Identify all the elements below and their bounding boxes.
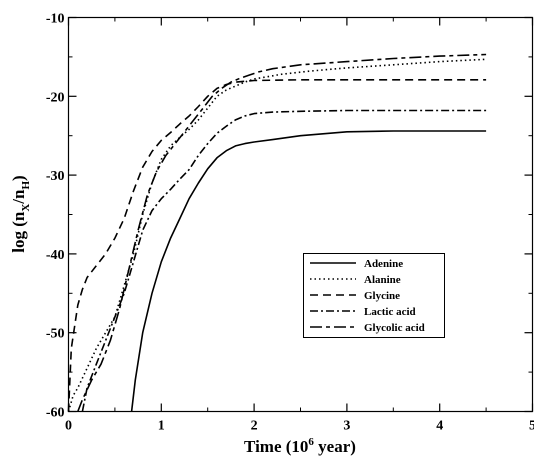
x-tick-label: 1 — [158, 419, 165, 434]
legend-label-alanine: Alanine — [364, 274, 401, 286]
legend: Adenine Alanine Glycine Lactic acid Glycolic… — [303, 253, 445, 338]
legend-label-glycine: Glycine — [364, 290, 400, 302]
y-tick-label: -60 — [46, 406, 65, 421]
series-line-glycine — [67, 79, 487, 412]
series-line-glycolic-acid — [77, 53, 487, 412]
y-axis-title-mid: /n — [9, 189, 28, 205]
y-axis-title-sub2: H — [20, 181, 32, 190]
x-tick-label: 3 — [343, 419, 350, 434]
legend-label-adenine: Adenine — [364, 258, 403, 270]
legend-items: Adenine Alanine Glycine Lactic acid Glycolic… — [310, 258, 425, 334]
tick-labels: 0 1 2 3 4 5 -10 -20 -30 -40 -50 -60 — [46, 12, 534, 434]
x-axis-title-post: year) — [314, 437, 356, 456]
axis-ticks — [67, 16, 534, 413]
series-line-adenine — [130, 130, 487, 412]
y-axis-title-pre: log (n — [9, 211, 28, 253]
legend-label-glycolic-acid: Glycolic acid — [364, 322, 425, 334]
y-tick-label: -40 — [46, 248, 65, 263]
y-axis-title-post: ) — [9, 175, 28, 181]
legend-label-lactic-acid: Lactic acid — [364, 306, 416, 318]
x-axis-title-pre: Time (10 — [244, 437, 308, 456]
y-axis-title: log (nX/nH) — [9, 175, 32, 252]
x-tick-label: 0 — [65, 419, 72, 434]
series-lines — [67, 53, 487, 412]
x-axis-title: Time (106 year) — [244, 436, 356, 456]
plot-frame — [67, 16, 534, 413]
series-line-lactic-acid — [81, 109, 487, 412]
y-tick-label: -20 — [46, 90, 65, 105]
x-tick-label: 4 — [436, 419, 443, 434]
y-tick-label: -30 — [46, 169, 65, 184]
y-tick-label: -50 — [46, 327, 65, 342]
x-tick-label: 5 — [529, 419, 534, 434]
y-tick-label: -10 — [46, 12, 65, 27]
x-tick-label: 2 — [251, 419, 258, 434]
x-axis-title-sup: 6 — [308, 436, 314, 448]
y-axis-title-sub1: X — [20, 204, 32, 212]
